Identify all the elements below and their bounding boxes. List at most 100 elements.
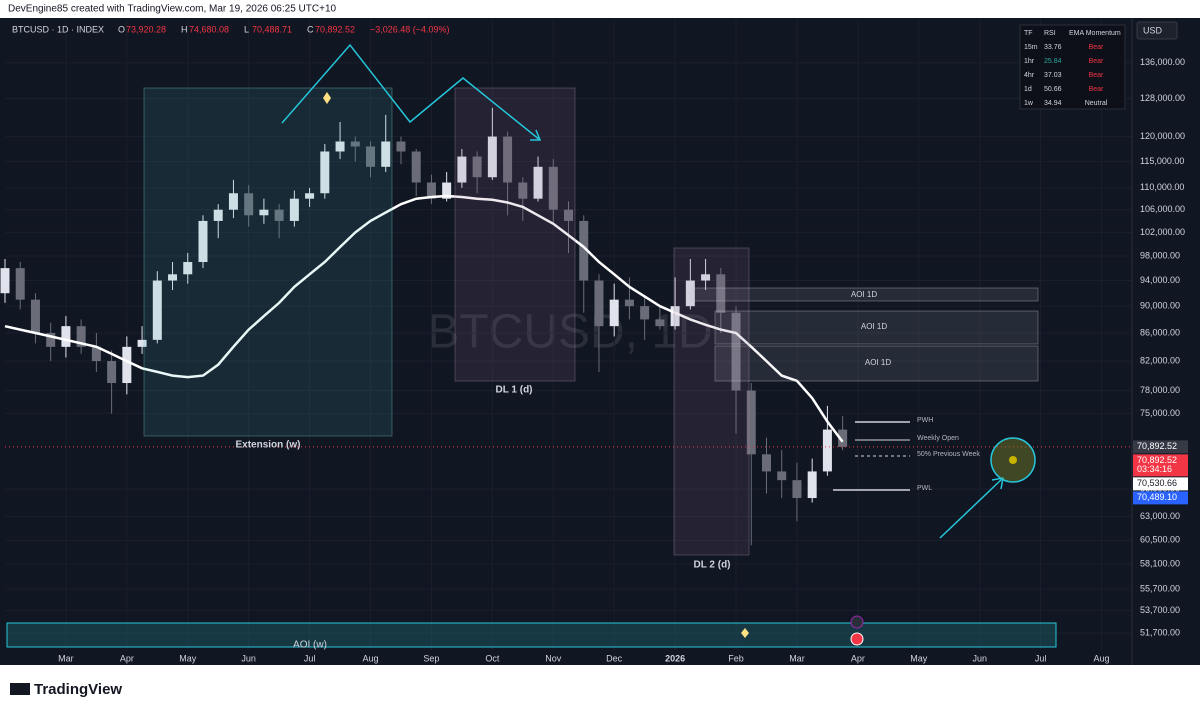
candle-body — [564, 209, 573, 221]
ohlc-value: 73,920.28 — [126, 24, 166, 34]
extension-box — [143, 87, 393, 437]
currency-label: USD — [1143, 25, 1163, 35]
rsi-table-cells: TF RSI EMA Momentum 15m 33.76 Bear 1hr 25.84 Bea… — [1024, 30, 1121, 107]
table-header: EMA Momentum — [1069, 30, 1121, 37]
countdown: 03:34:16 — [1137, 464, 1172, 474]
table-cell: 37.03 — [1044, 72, 1062, 79]
candle-body — [30, 299, 40, 333]
candle-body — [15, 268, 25, 300]
aoi-box — [689, 287, 1039, 302]
x-tick-label: Dec — [606, 653, 623, 663]
signal-diamond — [323, 92, 331, 104]
price-axis — [1132, 18, 1200, 665]
y-tick-label: 82,000.00 — [1140, 355, 1180, 365]
half-week-label: 50% Previous Week — [917, 451, 980, 458]
table-header: RSI — [1044, 30, 1056, 37]
candle-body — [792, 480, 802, 499]
table-cell: 15m — [1024, 44, 1038, 51]
y-tick-label: 78,000.00 — [1140, 385, 1180, 395]
candle-body — [305, 193, 315, 199]
y-tick-label: 115,000.00 — [1140, 156, 1184, 166]
candle-body — [396, 141, 406, 152]
candle-body — [274, 209, 284, 221]
rsi-table — [1019, 24, 1126, 110]
candle-body — [609, 299, 619, 327]
price-marker — [1133, 440, 1188, 454]
price-marker — [1133, 454, 1188, 477]
target-dot — [1009, 456, 1017, 464]
table-cell: Bear — [1089, 86, 1104, 93]
aoi-box — [714, 310, 1039, 345]
table-cell: 34.94 — [1044, 100, 1062, 107]
y-tick-label: 63,000.00 — [1140, 511, 1180, 521]
symbol: BTCUSD · 1D · INDEX — [12, 24, 104, 34]
signal-diamond — [741, 628, 749, 638]
table-cell: Neutral — [1085, 100, 1108, 107]
y-tick-label: 60,500.00 — [1140, 535, 1180, 545]
x-tick-label: Jul — [304, 653, 316, 663]
arrow-head — [530, 129, 542, 141]
candle-body — [518, 182, 528, 199]
aoi-label: AOI 1D — [861, 322, 887, 331]
table-cell: 1w — [1024, 100, 1034, 107]
weekly-open-label: Weekly Open — [917, 435, 959, 442]
table-cell: 1d — [1024, 86, 1032, 93]
candle-body — [244, 193, 254, 216]
candle-body — [685, 280, 695, 307]
candle-body — [381, 141, 391, 167]
candle-body — [807, 471, 817, 499]
candle-body — [548, 166, 558, 210]
table-cell: 33.76 — [1044, 44, 1062, 51]
aoi-box — [714, 345, 1039, 382]
table-cell: 4hr — [1024, 72, 1035, 79]
candle-body — [640, 306, 650, 320]
x-tick-label: Aug — [1094, 653, 1110, 663]
candle-body — [731, 312, 741, 391]
logo — [10, 683, 30, 695]
x-tick-label: Mar — [58, 653, 74, 663]
x-tick-label: 2026 — [665, 653, 685, 663]
price-marker — [1133, 491, 1188, 505]
currency-button[interactable] — [1136, 21, 1178, 40]
ohlc-value: 70,892.52 — [315, 24, 355, 34]
candle-body — [259, 209, 269, 216]
y-tick-label: 90,000.00 — [1140, 301, 1180, 311]
ohlc-value: 74,680.08 — [189, 24, 229, 34]
y-tick-label: 58,100.00 — [1140, 559, 1180, 569]
candle-body — [168, 274, 178, 281]
change: −3,026.48 (−4.09%) — [370, 24, 450, 34]
ohlc-legend: O 73,920.28 H 74,680.08 L 70,488.71 C 70,892.52… — [118, 24, 450, 34]
price-marker — [1133, 477, 1188, 491]
y-tick-label: 94,000.00 — [1140, 275, 1180, 285]
aoi-weekly-label: AOI (w) — [293, 640, 327, 651]
candle-body — [289, 198, 299, 221]
candle-body — [137, 339, 147, 347]
y-tick-label: 55,700.00 — [1140, 583, 1180, 593]
pwl-label: PWL — [917, 485, 932, 492]
dl2-label: DL 2 (d) — [693, 560, 730, 571]
plot — [0, 18, 1132, 650]
candle-body — [107, 361, 117, 384]
dl1-label: DL 1 (d) — [495, 385, 532, 396]
zigzag-drawing — [281, 43, 541, 141]
aoi-weekly-box — [6, 622, 1057, 648]
x-tick-label: Sep — [423, 653, 439, 663]
credit: DevEngine85 created with TradingView.com… — [8, 4, 337, 15]
y-tick-label: 136,000.00 — [1140, 57, 1185, 67]
x-tick-label: Jul — [1035, 653, 1047, 663]
x-tick-label: Apr — [851, 653, 865, 663]
aoi-label: AOI 1D — [865, 358, 891, 367]
candle-body — [746, 390, 756, 455]
table-cell: Bear — [1089, 44, 1104, 51]
candle-body — [594, 280, 604, 327]
price-marker-label: 70,530.66 — [1137, 478, 1177, 488]
chart-background — [0, 18, 1200, 665]
x-tick-label: Oct — [485, 653, 500, 663]
x-tick-label: Jun — [241, 653, 256, 663]
candle-body — [533, 166, 543, 199]
candle-body — [716, 274, 726, 313]
y-tick-label: 128,000.00 — [1140, 93, 1185, 103]
dl2-box — [673, 247, 750, 556]
price-marker-label: 70,892.52 — [1137, 455, 1177, 465]
